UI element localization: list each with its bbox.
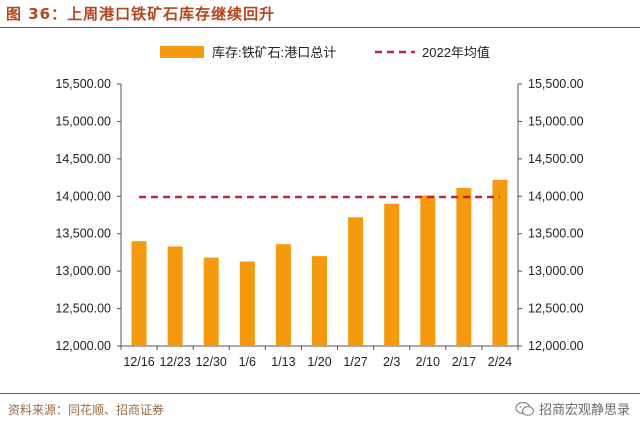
figure-title: 图 36：上周港口铁矿石库存继续回升 xyxy=(6,5,276,23)
x-tick-label: 12/16 xyxy=(123,355,154,369)
bar-1-20 xyxy=(312,256,327,346)
title-divider xyxy=(0,27,640,28)
y-tick-label-left: 12,500.00 xyxy=(55,302,111,316)
bar-12-16 xyxy=(131,241,147,346)
x-tick-label: 12/23 xyxy=(159,355,190,369)
y-tick-label-right: 15,000.00 xyxy=(528,114,584,128)
y-tick-label-right: 13,000.00 xyxy=(528,264,584,278)
y-tick-label-left: 14,000.00 xyxy=(55,189,111,203)
y-tick-label-right: 13,500.00 xyxy=(528,227,584,241)
y-tick-label-left: 15,500.00 xyxy=(55,77,111,91)
legend-swatch-inventory xyxy=(160,46,204,58)
watermark: 招商宏观静思录 xyxy=(515,399,630,418)
x-tick-label: 1/6 xyxy=(239,355,256,369)
y-tick-label-left: 12,000.00 xyxy=(55,339,111,353)
legend-label-inventory: 库存:铁矿石:港口总计 xyxy=(212,45,336,60)
bar-chart: 12,000.00 12,000.00 12,500.00 12,500.00 13,0… xyxy=(55,45,584,369)
x-tick-label: 2/24 xyxy=(488,355,512,369)
bar-2-10 xyxy=(420,195,436,346)
legend-label-avg: 2022年均值 xyxy=(422,45,490,60)
x-tick-label: 1/13 xyxy=(271,355,295,369)
y-tick-label-left: 13,500.00 xyxy=(55,227,111,241)
y-tick-label-right: 15,500.00 xyxy=(528,77,584,91)
bar-1-27 xyxy=(348,217,364,346)
source-note: 资料来源：同花顺、招商证券 xyxy=(8,403,165,417)
bar-2-17 xyxy=(456,188,472,346)
footer-divider xyxy=(0,393,640,394)
y-tick-label-left: 13,000.00 xyxy=(55,264,111,278)
y-tick-label-left: 15,000.00 xyxy=(55,114,111,128)
y-tick-label-right: 14,500.00 xyxy=(528,152,584,166)
x-tick-label: 2/3 xyxy=(383,355,400,369)
x-tick-label: 2/10 xyxy=(416,355,440,369)
bar-1-13 xyxy=(275,244,291,346)
x-tick-label: 2/17 xyxy=(452,355,476,369)
x-tick-label: 1/20 xyxy=(307,355,331,369)
bar-2-24 xyxy=(492,179,508,346)
y-tick-label-left: 14,500.00 xyxy=(55,152,111,166)
y-tick-label-right: 14,000.00 xyxy=(528,189,584,203)
bar-12-23 xyxy=(167,246,183,346)
y-tick-label-right: 12,500.00 xyxy=(528,302,584,316)
bar-12-30 xyxy=(203,257,219,346)
wechat-icon xyxy=(515,401,535,416)
x-tick-label: 12/30 xyxy=(196,355,227,369)
bar-2-3 xyxy=(384,203,400,346)
figure-header: 图 36：上周港口铁矿石库存继续回升 xyxy=(0,0,640,26)
bar-1-6 xyxy=(239,261,255,346)
watermark-text: 招商宏观静思录 xyxy=(538,403,630,418)
x-tick-label: 1/27 xyxy=(343,355,367,369)
y-tick-label-right: 12,000.00 xyxy=(528,339,584,353)
